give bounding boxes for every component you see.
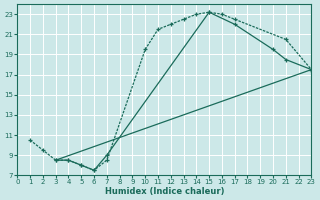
X-axis label: Humidex (Indice chaleur): Humidex (Indice chaleur) bbox=[105, 187, 224, 196]
